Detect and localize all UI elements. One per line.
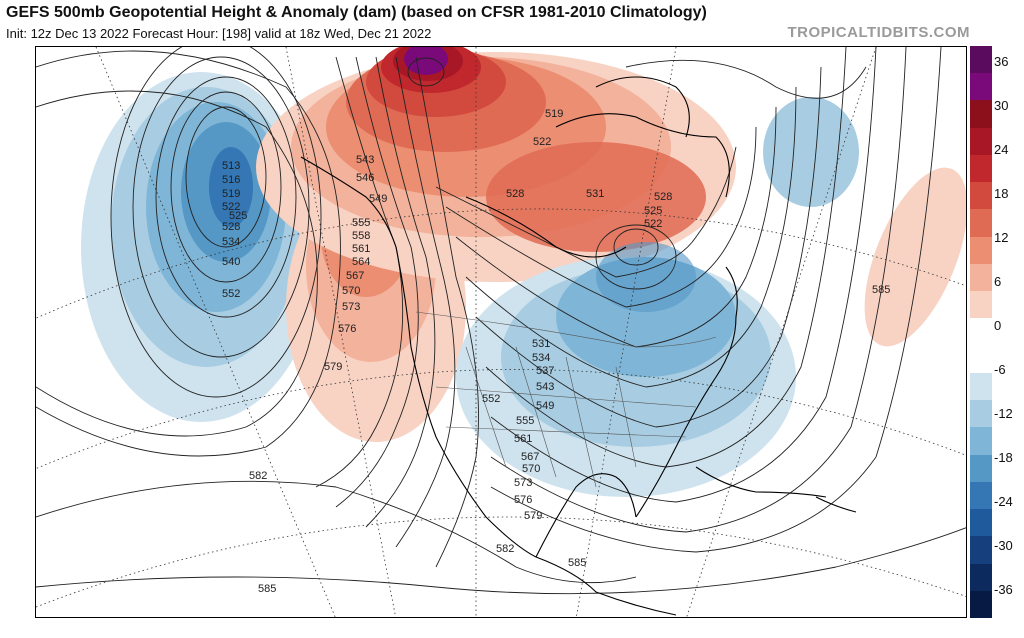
colorbar-segment (970, 236, 992, 265)
contour-label: 582 (496, 543, 514, 555)
brand-watermark: TROPICALTIDBITS.COM (787, 24, 970, 41)
contour-label: 579 (324, 361, 342, 373)
borders (415, 311, 717, 488)
colorbar-segment (970, 563, 992, 592)
contour-label: 585 (872, 284, 890, 296)
contour-label: 561 (352, 243, 370, 255)
contour-label: 582 (249, 470, 267, 482)
contour-label: 537 (536, 365, 554, 377)
arctic-ridge-max (404, 47, 448, 75)
colorbar-segment (970, 100, 992, 129)
colorbar-segment (970, 400, 992, 428)
colorbar-tick-label: 6 (994, 274, 1002, 289)
contour-label: 549 (536, 400, 554, 412)
colorbar-segment (970, 590, 992, 619)
coastlines (300, 76, 857, 616)
colorbar-tick-label: -30 (994, 538, 1013, 553)
colorbar-segment (970, 318, 992, 347)
header: GEFS 500mb Geopotential Height & Anomaly… (0, 0, 1024, 46)
colorbar-tick-label: 24 (994, 142, 1009, 157)
contour-label: 528 (222, 221, 240, 233)
colorbar-tick-label: -24 (994, 494, 1013, 509)
anomaly-shading (81, 47, 966, 497)
contour-label: 534 (532, 352, 550, 364)
pacific-trough-shade-4 (209, 147, 253, 227)
contour-label: 555 (352, 217, 370, 229)
contour-label: 534 (222, 236, 240, 248)
height-contours (36, 47, 966, 595)
contour-label: 573 (514, 477, 532, 489)
map-svg: 5135165195225255285345405525435465495555… (36, 47, 966, 617)
colorbar-segment (970, 509, 992, 537)
map-title: GEFS 500mb Geopotential Height & Anomaly… (6, 4, 707, 21)
contour-label: 585 (258, 583, 276, 595)
contour-label: 522 (222, 201, 240, 213)
contour-label: 522 (533, 136, 551, 148)
colorbar-segment (970, 154, 992, 183)
contour-label: 528 (506, 188, 524, 200)
colorbar-tick-label: -6 (994, 362, 1006, 377)
graticule (36, 47, 966, 617)
colorbar-tick-label: -18 (994, 450, 1013, 465)
contour-label: 570 (522, 463, 540, 475)
contour-labels: 5135165195225255285345405525435465495555… (222, 108, 890, 595)
colorbar-segment (970, 127, 992, 156)
map-subtitle: Init: 12z Dec 13 2022 Forecast Hour: [19… (6, 26, 432, 41)
contour-label: 513 (222, 160, 240, 172)
contour-label: 531 (586, 188, 604, 200)
forecast-map: 513 516 519 522 525 528 534 540 552 543 546 549 555 5… (35, 46, 967, 618)
contour-label: 555 (516, 415, 534, 427)
contour-label: 546 (356, 172, 374, 184)
contour-label: 567 (346, 270, 364, 282)
colorbar-segment (970, 481, 992, 510)
colorbar-segment (970, 46, 992, 74)
atlantic-pos-shade (864, 167, 966, 347)
contour-label: 516 (222, 174, 240, 186)
colorbar-tick-label: 36 (994, 54, 1009, 69)
contour-label: 519 (545, 108, 563, 120)
contour-label: 543 (356, 154, 374, 166)
contour-label: 543 (536, 381, 554, 393)
colorbar-segment (970, 372, 992, 401)
contour-label: 579 (524, 510, 542, 522)
colorbar-tick-label: 18 (994, 186, 1009, 201)
contour-label: 573 (342, 301, 360, 313)
contour-label: 540 (222, 256, 240, 268)
colorbar-segment (970, 536, 992, 565)
contour-label: 567 (521, 451, 539, 463)
colorbar-segment (970, 263, 992, 292)
contour-label: 522 (644, 218, 662, 230)
colorbar-segment (970, 291, 992, 319)
contour-label: 558 (352, 230, 370, 242)
contour-label: 585 (568, 557, 586, 569)
contour-label: 576 (338, 323, 356, 335)
contour-label: 528 (654, 191, 672, 203)
contour-label: 564 (352, 256, 370, 268)
hudson-shade (486, 142, 706, 252)
colorbar-tick-label: -36 (994, 582, 1013, 597)
colorbar-segment (970, 209, 992, 238)
colorbar (970, 46, 992, 619)
colorbar-tick-label: -12 (994, 406, 1013, 421)
contour-label: 519 (222, 188, 240, 200)
contour-label: 525 (229, 210, 247, 222)
contour-label: 570 (342, 285, 360, 297)
colorbar-tick-label: 12 (994, 230, 1009, 245)
colorbar-tick-label: 30 (994, 98, 1009, 113)
colorbar-segment (970, 427, 992, 456)
colorbar-segment (970, 345, 992, 374)
contour-label: 549 (369, 193, 387, 205)
contour-label: 552 (222, 288, 240, 300)
contour-label: 576 (514, 494, 532, 506)
atlantic-neg-shade (763, 97, 859, 207)
contour-label: 525 (644, 205, 662, 217)
contour-label: 561 (514, 433, 532, 445)
colorbar-segment (970, 73, 992, 101)
colorbar-segment (970, 454, 992, 483)
contour-label: 531 (532, 338, 550, 350)
contour-label: 552 (482, 393, 500, 405)
colorbar-segment (970, 182, 992, 210)
colorbar-tick-label: 0 (994, 318, 1002, 333)
